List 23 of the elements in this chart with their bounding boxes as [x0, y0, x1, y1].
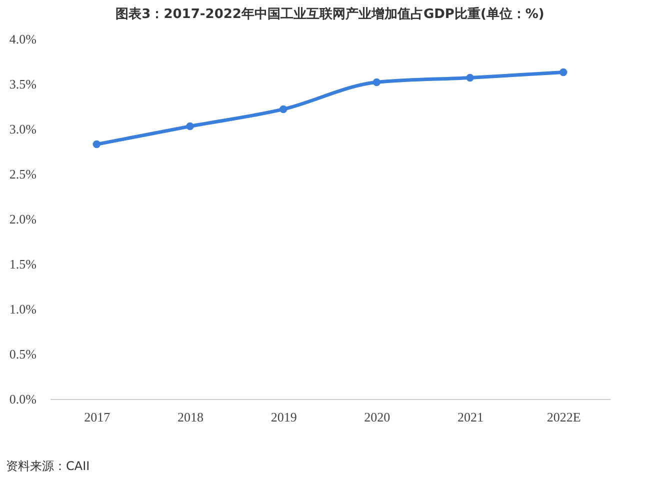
y-tick-label: 2.0% — [9, 212, 37, 226]
text: 资料来源：CAII — [6, 458, 90, 475]
y-tick-label: 2.5% — [9, 166, 37, 182]
x-tick-label: 2019 — [270, 410, 297, 424]
y-tick-label: 0.5% — [9, 346, 37, 362]
x-tick-label: 2021 — [458, 410, 484, 424]
point — [559, 68, 568, 76]
x-tick-label: 2017 — [84, 410, 111, 424]
chart-title: 图表3：2017-2022年中国工业互联网产业增加值占GDP比重(单位：%) — [116, 6, 544, 22]
y-tick-label: 4.0% — [9, 32, 37, 46]
point — [466, 74, 474, 82]
y-tick-label: 1.5% — [9, 256, 37, 272]
x-tick-label: 2018 — [178, 410, 204, 424]
point — [186, 122, 194, 130]
x-tick-label: 2022E — [546, 410, 581, 424]
y-tick-label: 0.0% — [9, 392, 37, 406]
point — [279, 105, 288, 114]
point — [372, 78, 381, 86]
x-tick-label: 2020 — [364, 410, 390, 424]
y-tick-label: 3.5% — [9, 76, 37, 92]
y-tick-label: 3.0% — [9, 122, 37, 136]
point — [92, 140, 101, 148]
y-tick-label: 1.0% — [9, 302, 37, 316]
